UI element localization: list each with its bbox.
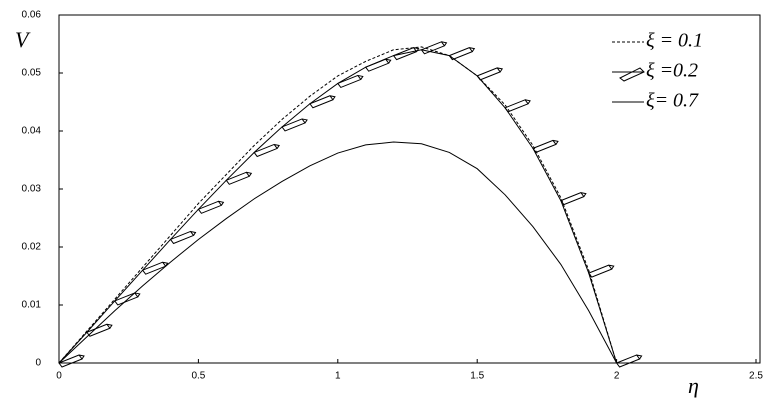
y-tick-label: 0.04 <box>22 126 42 137</box>
pencil-marker <box>504 99 531 113</box>
y-axis-label: V <box>15 27 31 52</box>
y-tick-label: 0.05 <box>22 68 42 79</box>
y-tick-label: 0.06 <box>22 10 42 21</box>
pencil-marker <box>253 143 280 158</box>
legend-swatch <box>612 67 645 82</box>
x-tick-label: 0.5 <box>191 371 205 382</box>
pencil-marker <box>392 46 420 61</box>
y-tick-label: 0.01 <box>22 300 42 311</box>
x-tick-label: 2 <box>614 371 620 382</box>
pencil-marker <box>281 118 308 132</box>
pencil-marker <box>364 58 392 72</box>
pencil-marker <box>113 292 141 306</box>
series-line <box>58 141 618 364</box>
legend-label: ξ =0.2 <box>646 60 698 82</box>
pencil-marker <box>197 200 225 214</box>
legend-label: ξ= 0.7 <box>646 90 699 112</box>
pencil-marker <box>476 67 504 81</box>
pencil-marker <box>448 46 476 61</box>
x-tick-label: 1.5 <box>470 371 484 382</box>
x-tick-label: 2.5 <box>749 371 763 382</box>
pencil-marker <box>560 191 587 206</box>
x-tick-label: 1 <box>335 371 341 382</box>
series-line <box>58 46 618 364</box>
pencil-marker <box>169 230 197 245</box>
pencil-marker <box>420 41 448 55</box>
pencil-marker <box>309 95 336 109</box>
pencil-marker <box>615 354 643 368</box>
pencil-marker <box>587 264 615 278</box>
x-axis-label: η <box>688 373 699 398</box>
legend-label: ξ = 0.1 <box>646 30 703 52</box>
y-tick-label: 0.02 <box>22 242 42 253</box>
pencil-marker <box>225 171 253 185</box>
pencil-marker <box>86 323 113 337</box>
x-tick-label: 0 <box>56 371 62 382</box>
series-line <box>58 49 618 364</box>
y-tick-label: 0.03 <box>22 184 42 195</box>
y-tick-label: 0 <box>35 358 41 369</box>
pencil-marker <box>58 354 85 368</box>
pencil-marker <box>532 139 559 154</box>
pencil-marker <box>337 74 364 89</box>
